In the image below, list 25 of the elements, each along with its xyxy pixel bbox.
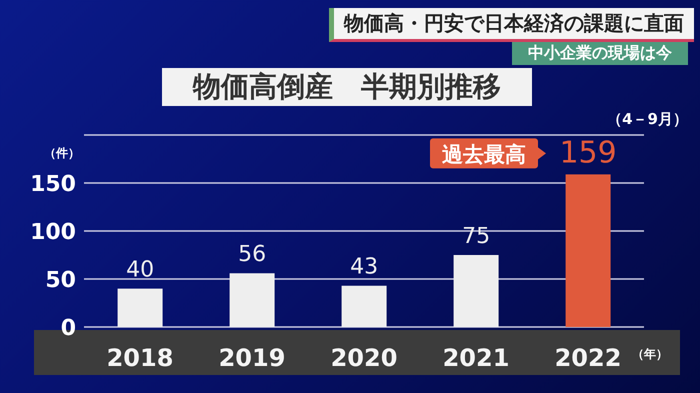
x-tick-label: 2018: [106, 344, 174, 372]
data-label: 159: [559, 135, 617, 170]
x-tick-label: 2020: [330, 344, 398, 372]
text: （4－9月）: [607, 110, 688, 129]
bar: [342, 286, 387, 327]
x-axis-title: （年）: [632, 346, 668, 363]
x-tick-label: 2019: [218, 344, 286, 372]
y-tick-label: 100: [30, 220, 76, 245]
x-tick-label: 2021: [442, 344, 510, 372]
data-label: 75: [462, 224, 490, 249]
bar: [566, 174, 611, 327]
bar: [230, 273, 275, 327]
y-axis-title: （件）: [44, 145, 80, 162]
y-tick-label: 50: [45, 268, 76, 293]
data-label: 56: [238, 242, 266, 268]
data-label: 43: [350, 254, 378, 280]
chart-title: 物価高倒産 半期別推移: [162, 68, 532, 106]
bar: [454, 255, 499, 327]
x-tick-label: 2022: [554, 344, 622, 372]
annotation: 過去最高: [442, 142, 526, 166]
bar: [118, 288, 163, 327]
y-tick-label: 150: [30, 172, 76, 197]
data-label: 40: [126, 258, 154, 283]
text: 中小企業の現場は今: [512, 42, 688, 65]
y-tick-label: 0: [60, 316, 76, 341]
